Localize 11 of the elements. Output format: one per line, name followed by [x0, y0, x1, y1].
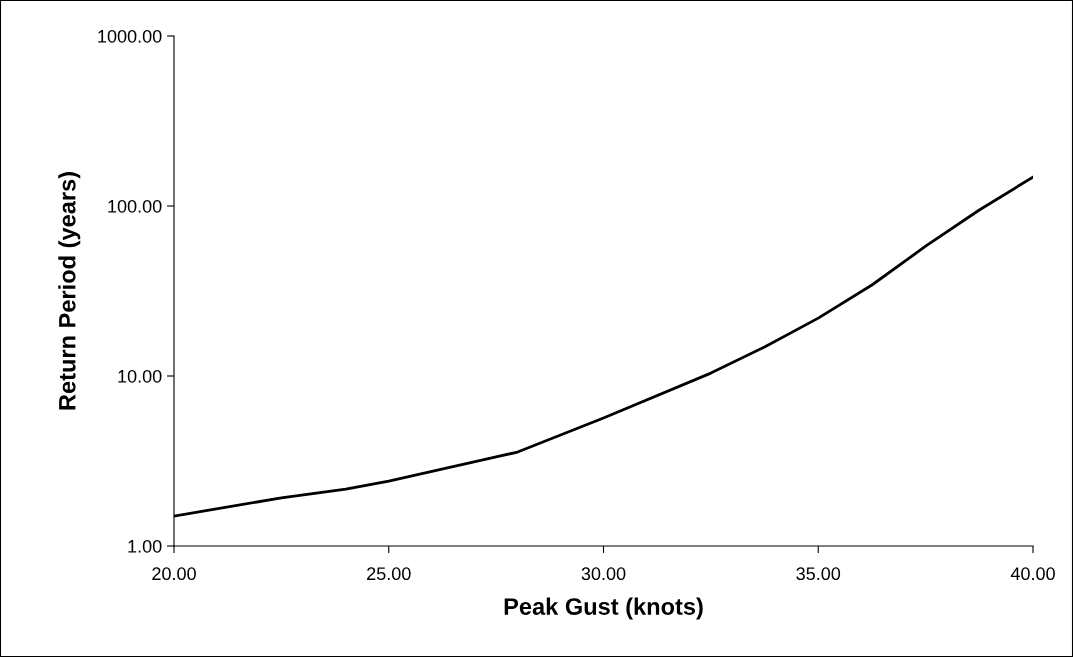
x-tick-label: 25.00 — [367, 567, 411, 581]
x-tick-label: 40.00 — [1010, 567, 1055, 581]
x-tick-label: 20.00 — [152, 567, 196, 581]
x-tick-label: 35.00 — [796, 567, 841, 581]
y-tick-label: 100.00 — [108, 199, 162, 213]
y-tick-label: 1000.00 — [98, 29, 162, 43]
y-tick-label: 1.00 — [128, 539, 162, 553]
x-axis-title: Peak Gust (knots) — [504, 597, 703, 620]
y-axis-title: Return Period (years) — [58, 172, 81, 410]
x-tick-label: 30.00 — [581, 567, 626, 581]
y-tick-label: 10.00 — [118, 369, 162, 383]
